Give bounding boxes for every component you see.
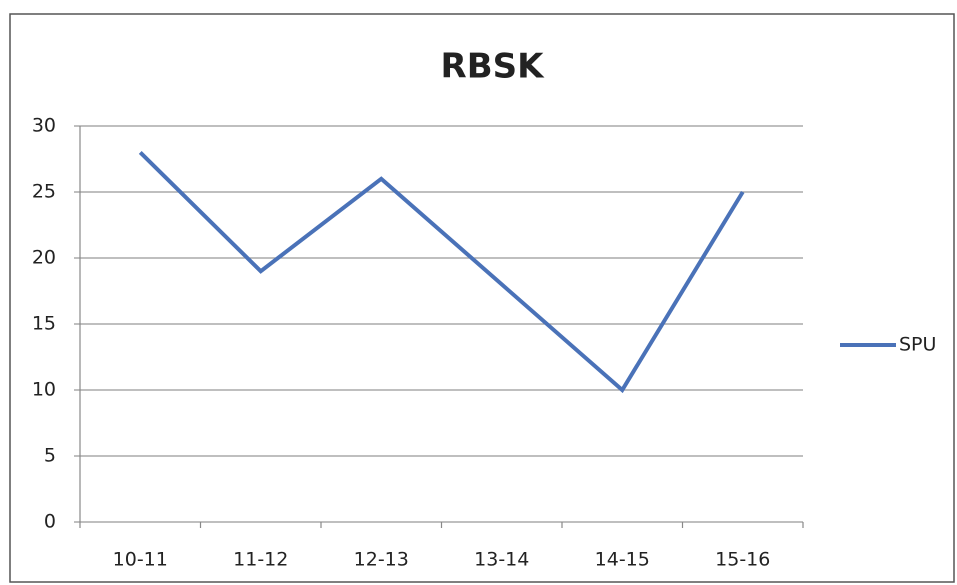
y-tick-label: 15 bbox=[32, 313, 56, 335]
y-tick-label: 25 bbox=[32, 181, 56, 203]
x-tick-label: 15-16 bbox=[715, 549, 770, 571]
chart-title: RBSK bbox=[441, 47, 546, 87]
x-tick-label: 11-12 bbox=[233, 549, 288, 571]
chart-frame bbox=[9, 13, 955, 583]
y-tick-label: 5 bbox=[44, 445, 56, 467]
x-tick-label: 13-14 bbox=[474, 549, 529, 571]
y-tick-label: 0 bbox=[44, 511, 56, 533]
y-tick-label: 30 bbox=[32, 115, 56, 137]
x-tick-label: 14-15 bbox=[595, 549, 650, 571]
data-line bbox=[138, 150, 745, 394]
x-tick-label: 12-13 bbox=[354, 549, 409, 571]
y-tick-label: 20 bbox=[32, 247, 56, 269]
y-tick-label: 10 bbox=[32, 379, 56, 401]
x-tick-label: 10-11 bbox=[113, 549, 168, 571]
legend-label: SPU bbox=[899, 334, 936, 356]
